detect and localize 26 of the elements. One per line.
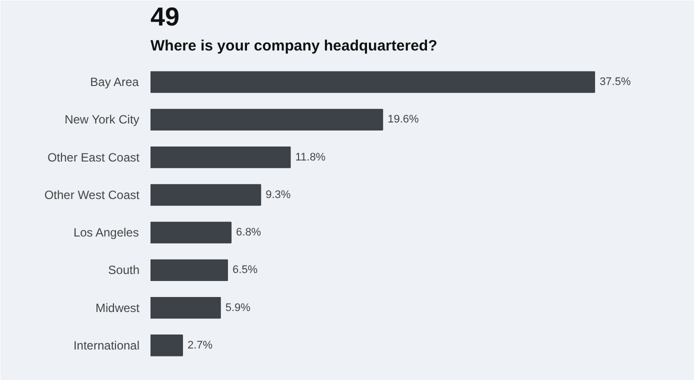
y-tick-label: International [73,338,140,352]
bar [150,184,262,206]
text: 49 [150,2,180,32]
data-label: 11.8% [295,151,326,164]
data-label: 19.6% [388,114,420,126]
bar [150,296,221,319]
data-label: 2.7% [187,339,213,352]
y-tick-label: Bay Area [90,75,140,90]
data-label: 6.8% [236,226,262,239]
bar [150,108,384,131]
y-tick-label: New York City [64,112,140,127]
data-label: 5.9% [225,302,251,314]
y-tick-label: Los Angeles [73,226,139,240]
y-tick-label: Other East Coast [47,150,140,164]
data-label: 6.5% [232,264,258,276]
data-label: 37.5% [600,76,631,88]
bar [150,146,291,168]
bar [150,71,596,93]
y-tick-label: South [108,263,140,278]
bar [150,334,183,356]
bar [150,259,228,282]
bar [150,222,232,244]
chart-title: Where is your company headquartered? [150,38,438,54]
y-tick-label: Other West Coast [44,188,140,202]
data-label: 9.3% [266,188,291,201]
y-tick-label: Midwest [95,300,140,315]
